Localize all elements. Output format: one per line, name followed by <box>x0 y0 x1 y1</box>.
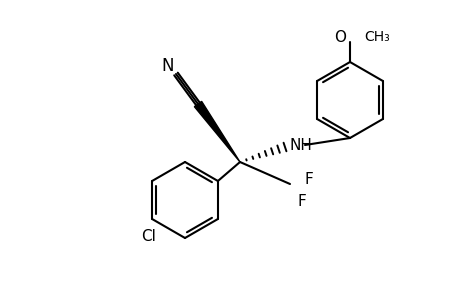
Polygon shape <box>194 101 240 162</box>
Text: N: N <box>162 57 174 75</box>
Text: Cl: Cl <box>140 229 155 244</box>
Text: F: F <box>297 194 306 209</box>
Text: O: O <box>333 29 345 44</box>
Text: CH₃: CH₃ <box>363 30 389 44</box>
Text: NH: NH <box>289 137 312 152</box>
Text: F: F <box>304 172 313 187</box>
